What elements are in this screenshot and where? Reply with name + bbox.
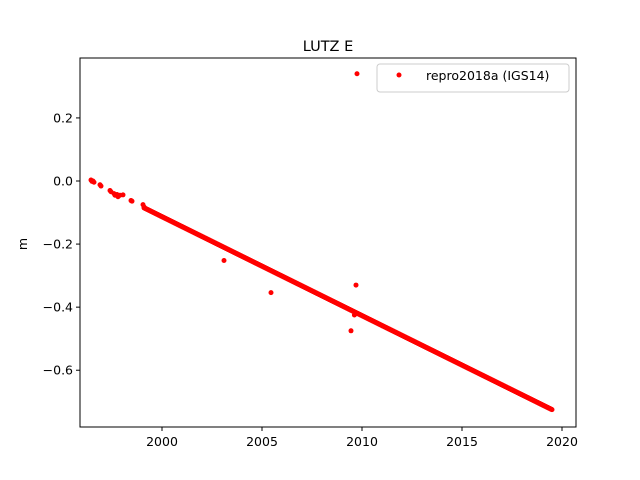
data-point xyxy=(120,192,126,198)
data-point xyxy=(98,183,104,189)
legend-box xyxy=(376,63,570,93)
data-point xyxy=(221,257,227,263)
data-points xyxy=(88,71,555,413)
x-tick-label: 2020 xyxy=(546,434,578,449)
legend-entry-label: repro2018a (IGS14) xyxy=(426,68,549,83)
data-point xyxy=(353,282,359,288)
x-tick-label: 2015 xyxy=(446,434,478,449)
y-tick-label: −0.4 xyxy=(43,300,73,315)
y-tick-label: 0.0 xyxy=(53,174,73,189)
legend: repro2018a (IGS14) xyxy=(376,63,570,93)
data-point xyxy=(549,407,555,413)
y-tick-label: −0.2 xyxy=(43,237,73,252)
data-point xyxy=(141,204,147,210)
data-point xyxy=(351,312,357,318)
x-tick-label: 2005 xyxy=(246,434,278,449)
legend-marker xyxy=(396,72,402,78)
plot-frame xyxy=(79,57,577,428)
data-point xyxy=(354,71,360,77)
y-tick-label: −0.6 xyxy=(43,363,73,378)
chart-title: LUTZ E xyxy=(303,39,354,55)
data-point xyxy=(91,179,97,185)
data-point xyxy=(268,290,274,296)
y-tick-label: 0.2 xyxy=(53,110,73,125)
x-tick-label: 2000 xyxy=(146,434,178,449)
data-point xyxy=(129,198,135,204)
x-tick-label: 2010 xyxy=(346,434,378,449)
axis-ticks: 2000 2005 2010 2015 2020 0.2 0.0 −0.2 −0.4 −0.6 xyxy=(43,110,578,449)
data-point xyxy=(348,328,354,334)
y-axis-label: m xyxy=(15,238,30,250)
